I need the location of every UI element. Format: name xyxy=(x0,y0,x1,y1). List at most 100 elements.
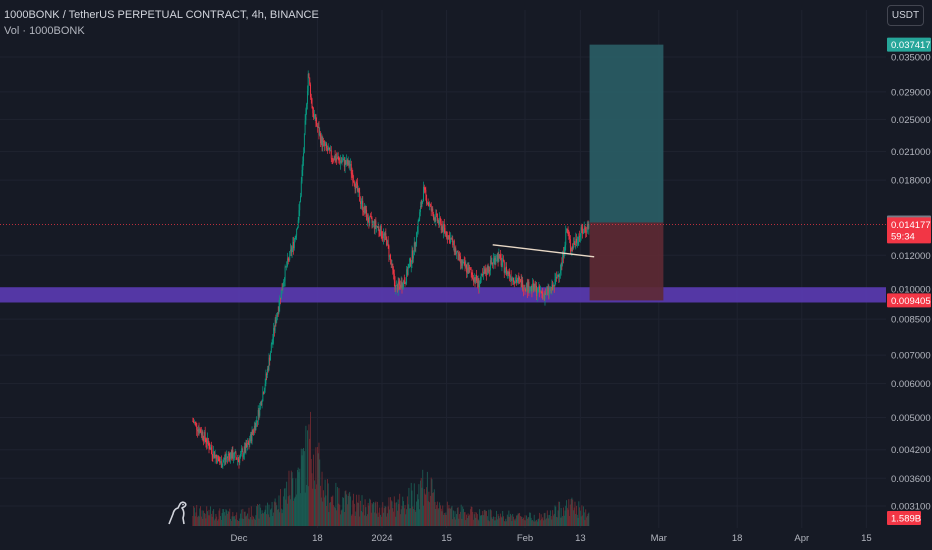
candle-body xyxy=(587,224,589,229)
volume-bar xyxy=(216,516,218,526)
candle-body xyxy=(523,287,525,291)
currency-button[interactable]: USDT xyxy=(887,5,924,26)
volume-bar xyxy=(330,496,332,526)
candle-body xyxy=(467,267,469,274)
volume-bar xyxy=(493,516,494,526)
candle-body xyxy=(494,257,496,265)
volume-bar xyxy=(359,516,361,526)
candle-body xyxy=(391,263,393,265)
candle-body xyxy=(345,160,347,165)
volume-bar xyxy=(443,514,444,526)
volume-bar xyxy=(534,521,536,526)
candle-body xyxy=(418,219,420,222)
candle-body xyxy=(215,455,217,457)
candle-body xyxy=(437,220,439,222)
candle-body xyxy=(275,319,277,323)
candle-body xyxy=(442,226,444,232)
price-badge xyxy=(887,293,931,308)
candle-body xyxy=(390,254,391,260)
candle-body xyxy=(581,227,583,231)
volume-bar xyxy=(405,514,407,526)
volume-bar xyxy=(560,507,562,526)
volume-bar xyxy=(325,495,327,526)
candle-body xyxy=(341,161,343,163)
candle-body xyxy=(449,238,451,244)
candle-body xyxy=(294,237,296,241)
volume-bar xyxy=(527,517,529,526)
candle-body xyxy=(316,123,318,126)
candle-body xyxy=(305,109,307,121)
candle-body xyxy=(210,447,212,450)
candle-body xyxy=(242,450,244,458)
candle-body xyxy=(438,220,440,225)
candle-body xyxy=(354,185,356,189)
candle-body xyxy=(413,255,414,259)
candle-body xyxy=(476,280,478,284)
candle-body xyxy=(486,266,488,275)
volume-bar xyxy=(476,512,478,526)
candle-body xyxy=(445,231,447,233)
candle-body xyxy=(511,279,513,281)
volume-indicator-label: Vol · 1000BONK xyxy=(4,25,85,37)
candle-body xyxy=(588,223,590,229)
candle-body xyxy=(334,156,336,161)
candle-body xyxy=(323,141,325,146)
candle-body xyxy=(386,240,388,246)
candle-body xyxy=(454,248,456,253)
candle-body xyxy=(513,277,514,282)
candle-body xyxy=(436,214,438,222)
candle-body xyxy=(576,238,577,243)
volume-bar xyxy=(295,478,297,526)
candle-body xyxy=(308,73,310,78)
volume-bar xyxy=(454,511,456,526)
price-badge-value: 0.009405 xyxy=(891,296,931,307)
candle-body xyxy=(306,90,308,105)
candle-body xyxy=(491,262,493,264)
volume-bar xyxy=(403,508,405,526)
candle-body xyxy=(446,231,448,238)
volume-bar xyxy=(469,509,471,526)
candle-body xyxy=(369,216,371,224)
volume-bar xyxy=(547,515,549,526)
volume-bars xyxy=(192,411,590,526)
candle-body xyxy=(429,204,431,206)
volume-bar xyxy=(234,519,236,526)
candle-body xyxy=(566,228,567,232)
candle-body xyxy=(307,73,309,91)
volume-bar xyxy=(577,517,579,526)
candle-body xyxy=(244,446,246,453)
volume-bar xyxy=(260,507,261,526)
candle-body xyxy=(432,208,434,215)
candle-body xyxy=(579,235,581,237)
candle-body xyxy=(371,217,373,223)
volume-bar xyxy=(307,486,309,526)
volume-bar xyxy=(520,516,522,526)
volume-bar xyxy=(262,513,264,526)
candle-body xyxy=(509,271,511,277)
candle-body xyxy=(475,274,477,282)
volume-bar xyxy=(501,517,503,526)
candle-body xyxy=(470,269,472,273)
volume-bar xyxy=(467,513,469,526)
volume-bar xyxy=(260,513,262,526)
candle-body xyxy=(295,235,297,238)
price-axis-label: 0.004200 xyxy=(891,445,931,456)
candle-body xyxy=(456,252,458,254)
candle-body xyxy=(583,227,585,233)
candle-body xyxy=(325,143,327,146)
candle-body xyxy=(221,465,223,468)
volume-bar xyxy=(320,497,322,526)
volume-bar xyxy=(239,518,241,526)
candle-body xyxy=(344,160,346,167)
candle-body xyxy=(528,281,530,293)
candle-body xyxy=(586,224,588,232)
volume-bar xyxy=(439,505,441,526)
volume-bar xyxy=(290,499,291,526)
volume-bar xyxy=(404,505,406,526)
candle-body xyxy=(197,428,199,432)
candle-body xyxy=(439,218,441,225)
volume-bar xyxy=(459,511,461,526)
volume-bar xyxy=(532,519,534,526)
candle-body xyxy=(352,173,354,182)
